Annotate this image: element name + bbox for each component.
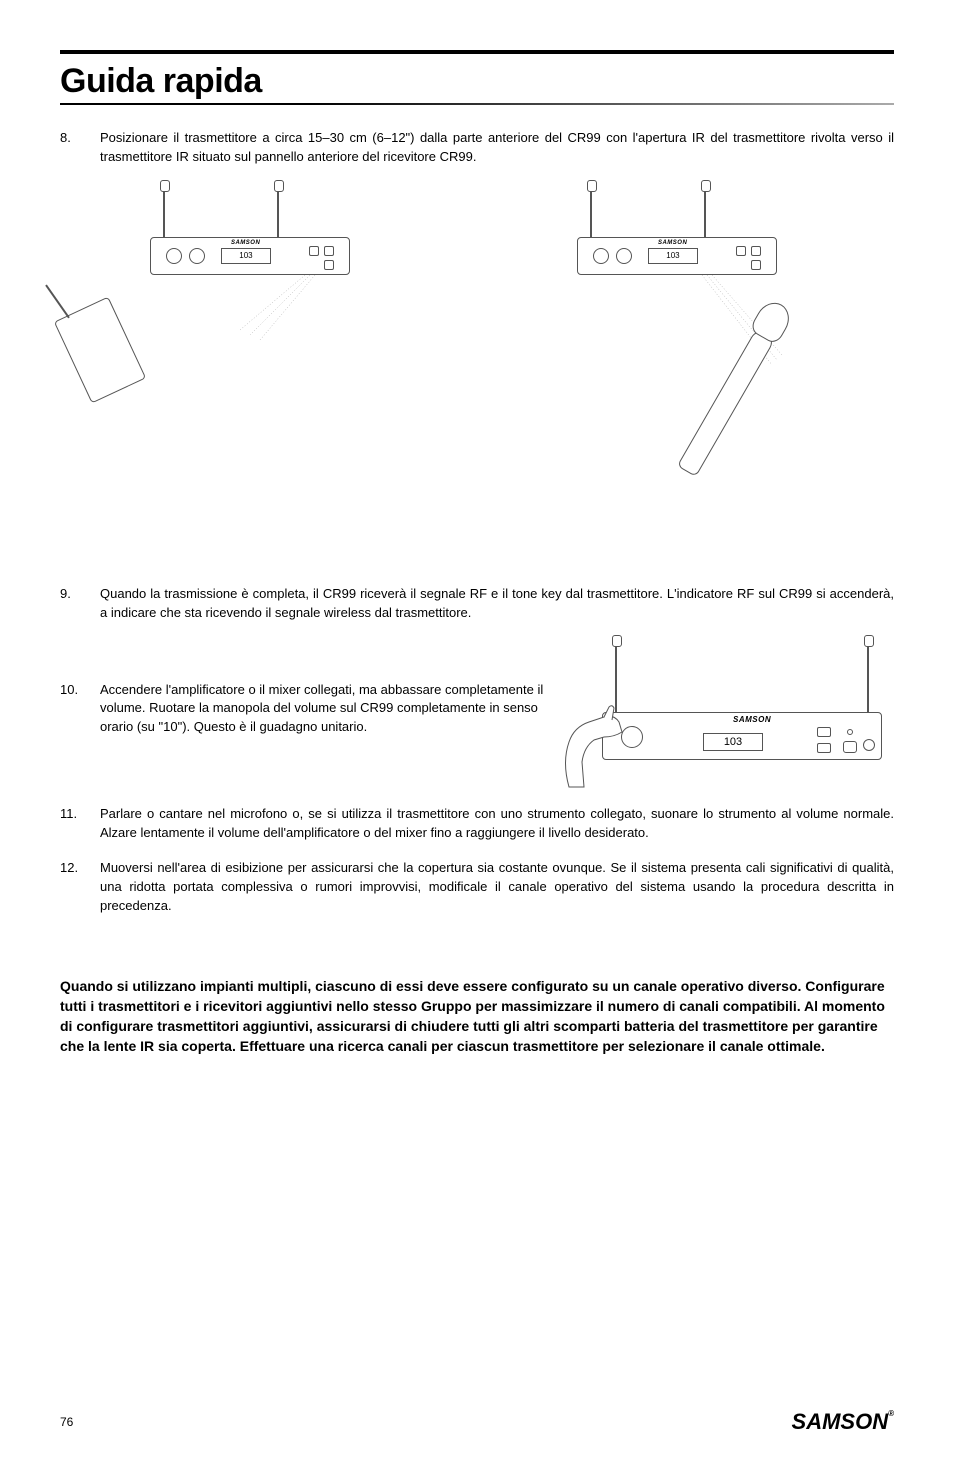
item-text: Accendere l'amplificatore o il mixer col… <box>100 681 564 738</box>
item-text: Posizionare il trasmettitore a circa 15–… <box>100 129 894 167</box>
item-text: Muoversi nell'area di esibizione per ass… <box>100 859 894 916</box>
item-number: 10. <box>60 681 100 738</box>
item-number: 12. <box>60 859 100 916</box>
item-text: Parlare o cantare nel microfono o, se si… <box>100 805 894 843</box>
mic-illustration <box>672 301 796 488</box>
title-underline <box>60 103 894 105</box>
figure-volume-knob: SAMSON 103 <box>594 652 894 765</box>
warning-note: Quando si utilizzano impianti multipli, … <box>60 976 894 1057</box>
page-number: 76 <box>60 1415 73 1429</box>
page-title: Guida rapida <box>60 62 262 101</box>
top-rule <box>60 50 894 54</box>
list-item: 10. Accendere l'amplificatore o il mixer… <box>60 681 564 738</box>
item-number: 9. <box>60 585 100 623</box>
display: 103 <box>221 248 271 264</box>
item-number: 11. <box>60 805 100 843</box>
title-bar: Guida rapida <box>60 62 894 101</box>
row-item-10: 10. Accendere l'amplificatore o il mixer… <box>60 652 894 765</box>
list-item: 12. Muoversi nell'area di esibizione per… <box>60 859 894 916</box>
display: 103 <box>703 733 763 751</box>
brand-label: SAMSON <box>658 240 687 246</box>
brand-label: SAMSON <box>231 240 260 246</box>
receiver-illustration: SAMSON 103 <box>602 712 882 760</box>
hand-icon <box>554 702 634 792</box>
footer: 76 SAMSON® <box>60 1409 894 1435</box>
item-number: 8. <box>60 129 100 167</box>
display: 103 <box>648 248 698 264</box>
samson-logo: SAMSON® <box>792 1409 894 1435</box>
beltpack-illustration <box>54 296 146 403</box>
list-item: 8. Posizionare il trasmettitore a circa … <box>60 129 894 167</box>
list-item: 11. Parlare o cantare nel microfono o, s… <box>60 805 894 843</box>
brand-label: SAMSON <box>733 715 771 724</box>
